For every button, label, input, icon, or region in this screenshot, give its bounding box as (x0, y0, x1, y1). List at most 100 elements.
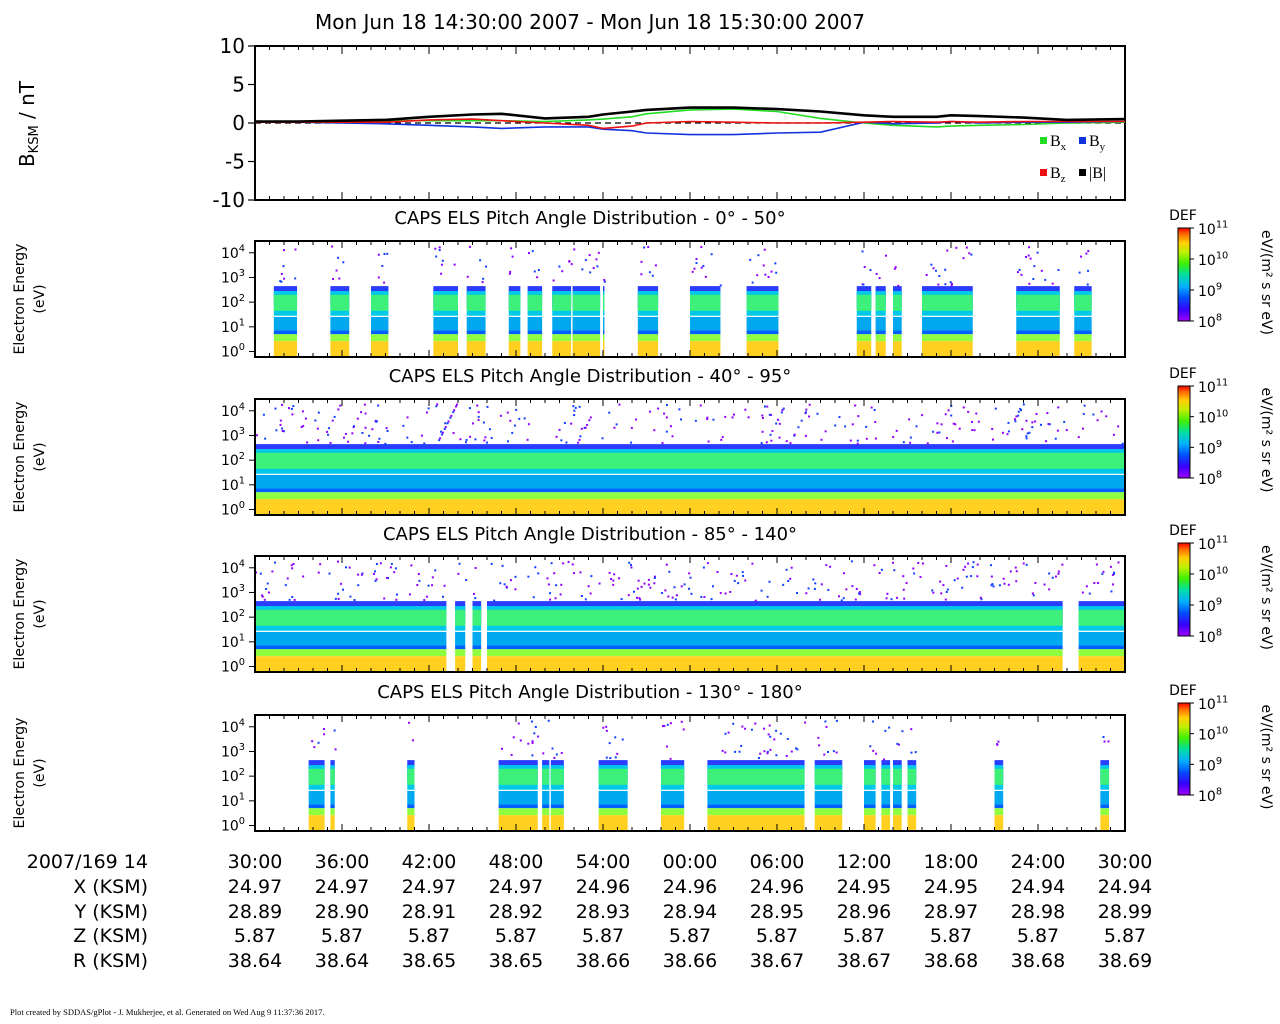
noise-speck (872, 749, 875, 752)
noise-speck (484, 436, 487, 439)
noise-speck (279, 423, 282, 426)
noise-speck (363, 403, 366, 406)
noise-speck (807, 587, 810, 590)
noise-speck (775, 271, 778, 274)
noise-speck (640, 585, 643, 588)
noise-speck (1048, 588, 1051, 591)
coord-value: 38.68 (1011, 950, 1065, 972)
spectrogram-title: CAPS ELS Pitch Angle Distribution - 85° … (383, 524, 797, 545)
noise-speck (790, 750, 793, 753)
noise-speck (302, 424, 305, 427)
noise-speck (961, 586, 964, 589)
noise-speck (795, 747, 798, 750)
legend-label-bx: Bx (1050, 133, 1067, 153)
mag-ytick-label: -5 (225, 150, 245, 174)
noise-speck (628, 561, 631, 564)
noise-speck (763, 248, 766, 251)
noise-speck (747, 416, 750, 419)
colorbar-label: DEF (1169, 208, 1197, 224)
noise-speck (453, 409, 456, 412)
noise-speck (357, 573, 360, 576)
time-label: 24:00 (1011, 851, 1066, 873)
energy-band-photo (550, 808, 564, 816)
noise-speck (440, 263, 443, 266)
noise-speck (455, 405, 458, 408)
coord-value: 24.95 (837, 876, 891, 898)
noise-speck (663, 725, 666, 728)
noise-speck (779, 732, 782, 735)
noise-speck (849, 439, 852, 442)
energy-band-bottom (746, 341, 779, 357)
noise-speck (421, 434, 424, 437)
noise-speck (662, 725, 665, 728)
coord-value: 5.87 (1017, 925, 1059, 947)
noise-speck (835, 719, 838, 722)
noise-speck (946, 249, 949, 252)
energy-band-low (552, 316, 572, 331)
legend-label-bz: Bz (1050, 165, 1066, 185)
noise-speck (938, 431, 941, 434)
noise-speck (932, 267, 935, 270)
noise-speck (465, 579, 468, 582)
legend-swatch-by (1079, 137, 1086, 144)
noise-speck (664, 589, 667, 592)
noise-speck (834, 424, 837, 427)
energy-band-bottom (572, 341, 601, 357)
noise-speck (910, 728, 913, 731)
noise-speck (661, 442, 664, 445)
energy-band-gap (1016, 330, 1060, 335)
noise-speck (603, 280, 606, 283)
energy-band-bottom (856, 341, 872, 357)
coord-value: 5.87 (408, 925, 450, 947)
noise-speck (375, 578, 378, 581)
noise-speck (812, 578, 815, 581)
noise-speck (549, 592, 552, 595)
noise-speck (537, 735, 540, 738)
colorbar-tick-label: 1010 (1198, 725, 1228, 743)
noise-speck (386, 252, 389, 255)
energy-band-core (572, 294, 601, 311)
noise-speck (893, 267, 896, 270)
noise-speck (446, 422, 449, 425)
energy-band-core (922, 294, 973, 311)
noise-speck (511, 255, 514, 258)
noise-speck (300, 426, 303, 429)
legend-swatch-bmag (1079, 169, 1086, 176)
noise-speck (385, 427, 388, 430)
noise-speck (740, 744, 743, 747)
noise-speck (882, 758, 885, 761)
energy-band-core (255, 609, 447, 626)
noise-speck (441, 431, 444, 434)
noise-speck (679, 418, 682, 421)
energy-band-low (455, 631, 466, 646)
noise-speck (509, 270, 512, 273)
noise-speck (892, 561, 895, 564)
noise-speck (1015, 580, 1018, 583)
noise-speck (688, 587, 691, 590)
energy-band-photo (508, 334, 521, 342)
noise-speck (845, 588, 848, 591)
noise-speck (440, 430, 443, 433)
energy-band-core (893, 768, 902, 785)
noise-speck (292, 405, 295, 408)
energy-band-photo (527, 334, 543, 342)
mag-ytick-label: 10 (220, 34, 245, 58)
noise-speck (1025, 419, 1028, 422)
noise-speck (680, 720, 683, 723)
noise-speck (281, 427, 284, 430)
noise-speck (875, 752, 878, 755)
energy-band-bottom (707, 815, 805, 831)
energy-tick-label: 104 (221, 401, 245, 419)
energy-band-photo (1074, 334, 1092, 342)
energy-band-photo (330, 808, 335, 816)
noise-speck (970, 575, 973, 578)
coord-value: 5.87 (321, 925, 363, 947)
noise-speck (1081, 591, 1084, 594)
coord-value: 24.94 (1011, 876, 1065, 898)
coord-value: 38.67 (837, 950, 891, 972)
energy-band-photo (707, 808, 805, 816)
coord-value: 24.96 (576, 876, 630, 898)
noise-speck (1102, 570, 1105, 573)
noise-speck (766, 405, 769, 408)
mag-ytick-label: -10 (212, 188, 245, 212)
